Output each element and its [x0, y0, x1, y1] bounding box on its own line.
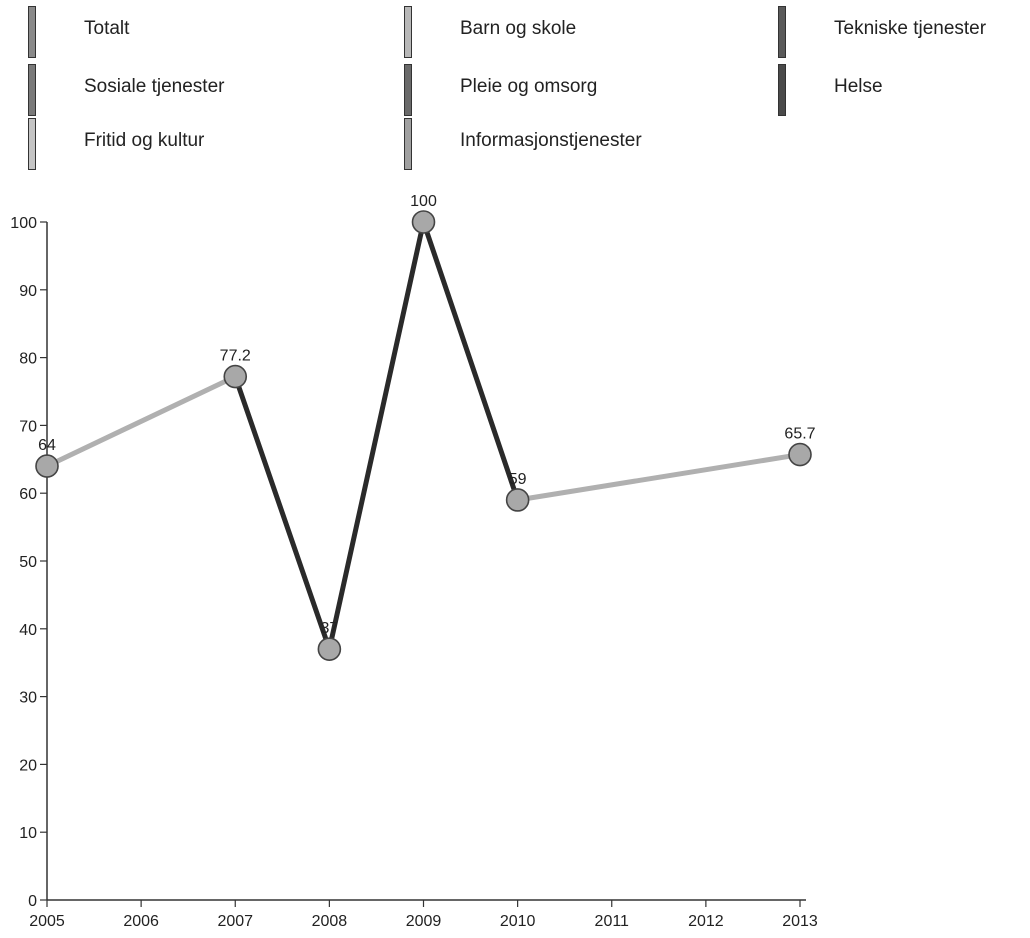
data-label: 37 — [320, 620, 338, 637]
data-point — [35, 454, 59, 478]
chart-markers — [35, 210, 812, 661]
legend-swatch — [28, 118, 36, 170]
y-tick-label: 60 — [19, 486, 37, 503]
x-tick-label: 2011 — [595, 913, 630, 930]
x-tick-label: 2010 — [500, 913, 536, 930]
x-tick-label: 2005 — [29, 913, 65, 930]
x-tick-label: 2008 — [312, 913, 348, 930]
data-point — [411, 210, 436, 234]
legend-label: Helse — [834, 76, 883, 97]
data-point — [317, 637, 342, 661]
y-tick-label: 30 — [19, 690, 37, 707]
y-tick-label: 70 — [19, 418, 37, 435]
legend-swatch — [404, 118, 412, 170]
x-tick-label: 2012 — [688, 913, 724, 930]
data-label: 64 — [38, 437, 56, 454]
y-tick-label: 90 — [19, 283, 37, 300]
data-point — [223, 364, 248, 389]
legend-label: Barn og skole — [460, 18, 577, 39]
y-tick-label: 80 — [19, 351, 37, 368]
chart-lines — [44, 219, 803, 652]
legend-swatch — [404, 6, 412, 58]
data-label: 100 — [410, 193, 437, 210]
y-tick-label: 10 — [19, 825, 37, 842]
x-tick-label: 2006 — [123, 913, 159, 930]
data-label: 59 — [509, 471, 527, 488]
legend-swatch — [28, 6, 36, 58]
legend-swatch — [778, 6, 786, 58]
y-tick-label: 50 — [19, 554, 37, 571]
series-line-segment — [326, 219, 426, 652]
x-tick-label: 2013 — [782, 913, 818, 930]
y-tick-label: 20 — [19, 757, 37, 774]
series-line-segment — [421, 219, 521, 503]
y-tick-label: 40 — [19, 622, 37, 639]
series-line-segment — [232, 374, 332, 652]
data-point — [505, 488, 530, 512]
chart-axes: 0 10 20 30 40 50 60 70 80 90 100 2005 2006 2007 2008 20… — [10, 215, 818, 930]
y-tick-label: 100 — [10, 215, 37, 232]
y-tick-label: 0 — [28, 893, 37, 910]
legend-label: Pleie og omsorg — [460, 76, 598, 97]
chart-data-labels: 64 77.2 37 100 59 65.7 — [38, 193, 816, 637]
x-tick-label: 2007 — [217, 913, 253, 930]
legend-swatch — [778, 64, 786, 116]
data-label: 65.7 — [784, 426, 815, 443]
data-point — [788, 442, 812, 467]
legend-swatch — [404, 64, 412, 116]
series-line-segment — [515, 452, 803, 503]
x-tick-label: 2009 — [406, 913, 442, 930]
legend-label: Informasjonstjenester — [460, 130, 642, 151]
legend-label: Totalt — [84, 18, 130, 39]
legend-swatch — [28, 64, 36, 116]
legend-label: Tekniske tjenester — [834, 18, 987, 39]
series-line-segment — [44, 374, 238, 469]
legend-label: Fritid og kultur — [84, 130, 205, 151]
chart-legend: Totalt Barn og skole Tekniske tjenester … — [0, 0, 1030, 170]
data-label: 77.2 — [220, 348, 251, 365]
legend-label: Sosiale tjenester — [84, 76, 225, 97]
